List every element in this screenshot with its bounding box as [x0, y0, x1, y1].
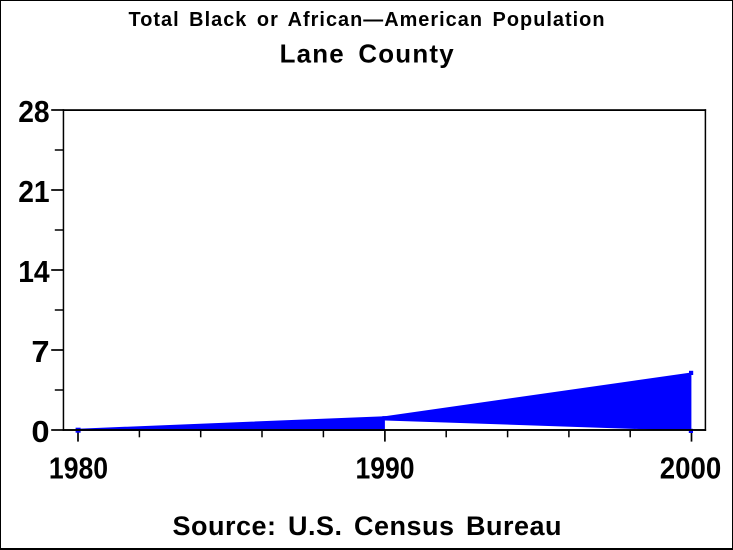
svg-text:1990: 1990 [356, 452, 415, 485]
svg-text:0: 0 [31, 416, 49, 449]
svg-text:1980: 1980 [49, 452, 108, 485]
svg-text:2000: 2000 [660, 452, 722, 485]
svg-text:Lane County: Lane County [280, 41, 455, 69]
svg-text:Total Black or African—America: Total Black or African—American Populati… [129, 9, 605, 31]
svg-text:28: 28 [18, 96, 49, 129]
svg-text:Source: U.S. Census Bureau: Source: U.S. Census Bureau [173, 511, 562, 541]
svg-text:14: 14 [18, 256, 50, 289]
svg-text:7: 7 [31, 336, 49, 369]
svg-text:21: 21 [18, 176, 49, 209]
